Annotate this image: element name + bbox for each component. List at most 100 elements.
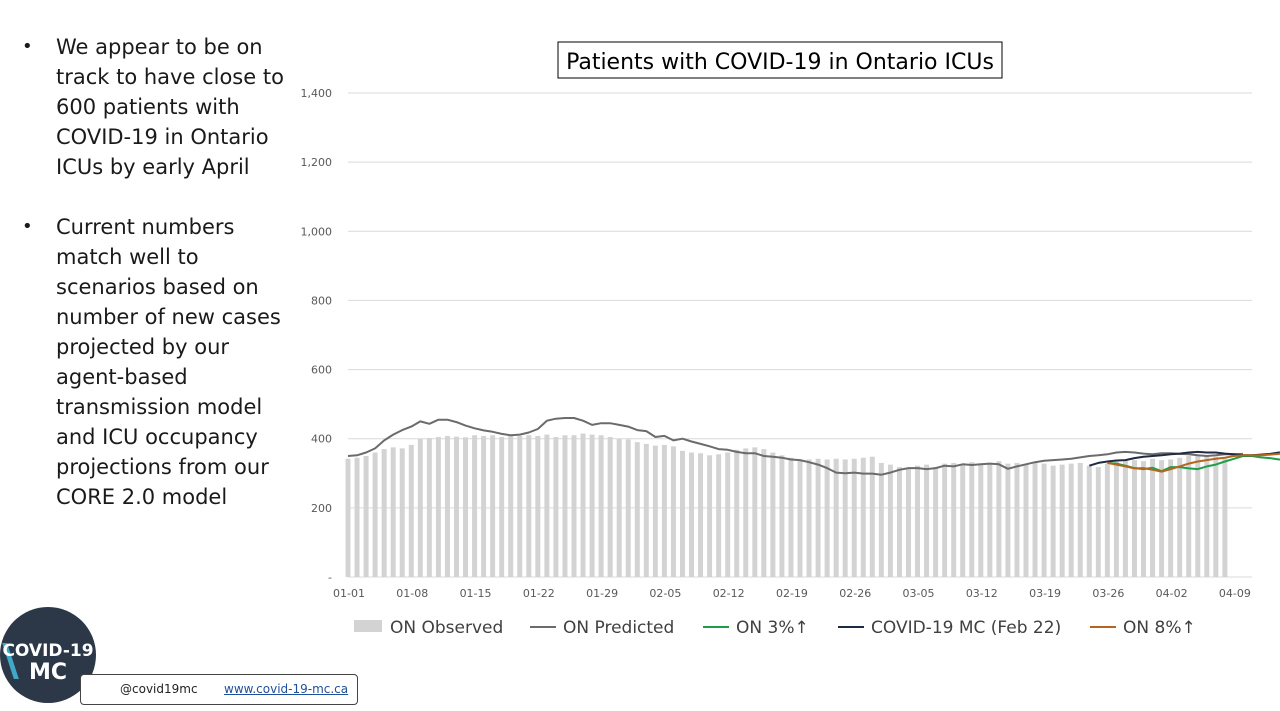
x-tick-label: 03-12 (966, 587, 998, 600)
observed-bar (851, 458, 857, 577)
observed-bar (905, 469, 911, 577)
observed-bar (915, 465, 921, 577)
observed-bar (707, 455, 713, 577)
observed-bar (390, 447, 396, 577)
twitter-handle: @covid19mc (120, 682, 198, 696)
observed-bar (1068, 463, 1074, 577)
observed-bar (1159, 460, 1165, 577)
y-tick-label: 1,200 (301, 156, 333, 169)
observed-bar (806, 459, 812, 577)
observed-bar (878, 462, 884, 577)
observed-bar (860, 457, 866, 577)
observed-bar (788, 457, 794, 577)
observed-bar (978, 463, 984, 577)
observed-bar (743, 448, 749, 577)
observed-bar (643, 443, 649, 577)
y-tick-label: 800 (311, 294, 332, 307)
observed-bar (1014, 462, 1020, 577)
legend-on-8pct-label: ON 8%↑ (1123, 618, 1196, 638)
observed-bar (1095, 467, 1101, 577)
observed-bar (1005, 463, 1011, 577)
observed-bar (1204, 456, 1210, 577)
observed-bar (1050, 465, 1056, 577)
observed-bar (634, 442, 640, 577)
observed-bar (996, 461, 1002, 577)
x-tick-label: 03-19 (1029, 587, 1061, 600)
observed-bar (499, 436, 505, 577)
chart-title-box (557, 41, 1003, 79)
observed-bar (435, 436, 441, 577)
observed-bar (1186, 456, 1192, 577)
observed-bar (580, 433, 586, 577)
observed-bar (951, 462, 957, 577)
observed-bar (399, 448, 405, 577)
observed-bar (652, 445, 658, 577)
observed-bar (1059, 464, 1065, 577)
observed-bar (1177, 457, 1183, 577)
observed-bar (481, 435, 487, 577)
observed-bar (933, 467, 939, 577)
observed-bar (1041, 463, 1047, 577)
on-8pct-line (1107, 452, 1280, 473)
x-tick-label: 01-01 (333, 587, 365, 600)
observed-bar (408, 444, 414, 577)
observed-bar (969, 462, 975, 577)
observed-bar (607, 436, 613, 577)
on-3pct-line (1107, 455, 1280, 473)
observed-bar (1195, 455, 1201, 577)
observed-bar (444, 435, 450, 577)
observed-bar (453, 436, 459, 577)
observed-bar (1222, 457, 1228, 577)
observed-bar (598, 435, 604, 577)
observed-bar (571, 435, 577, 577)
footer-box (80, 674, 358, 705)
observed-bar (689, 452, 695, 577)
observed-bar (698, 453, 704, 577)
observed-bar (670, 446, 676, 577)
observed-bar (761, 449, 767, 577)
y-tick-label: 200 (311, 502, 332, 515)
observed-bar (526, 435, 532, 577)
x-tick-label: 01-22 (523, 587, 555, 600)
observed-bar (797, 460, 803, 577)
observed-bar (490, 435, 496, 577)
observed-bar (734, 449, 740, 577)
logo-line-1: COVID-19 (2, 641, 94, 661)
chart-title: Patients with COVID-19 in Ontario ICUs (566, 50, 994, 75)
observed-bar (589, 434, 595, 577)
bullet-list: • We appear to be on track to have close … (22, 32, 284, 542)
x-tick-label: 02-12 (713, 587, 745, 600)
observed-bar (752, 447, 758, 577)
legend-covid19-mc-label: COVID-19 MC (Feb 22) (871, 618, 1061, 638)
observed-bar (1141, 461, 1147, 577)
bullet-text: We appear to be on track to have close t… (56, 35, 284, 179)
bullet-item: • We appear to be on track to have close … (22, 32, 284, 182)
legend-observed-swatch (354, 620, 382, 632)
logo-line-2: MC (28, 660, 68, 685)
observed-bar (517, 435, 523, 577)
observed-bar (381, 449, 387, 577)
observed-bar (372, 452, 378, 577)
observed-bar (1113, 461, 1119, 577)
observed-bar (1213, 456, 1219, 577)
website-link[interactable]: www.covid-19-mc.ca (224, 682, 349, 696)
observed-bar (869, 456, 875, 577)
bullet-text: Current numbers match well to scenarios … (56, 215, 281, 509)
y-tick-label: 1,000 (301, 225, 333, 238)
observed-bar (833, 458, 839, 577)
observed-bar (463, 437, 469, 577)
observed-bar (1150, 458, 1156, 577)
x-tick-label: 03-26 (1092, 587, 1124, 600)
observed-bar (842, 459, 848, 577)
observed-bar (815, 458, 821, 577)
y-tick-label: 400 (311, 433, 332, 446)
observed-bar (1131, 460, 1137, 577)
observed-bar (1168, 459, 1174, 577)
x-tick-label: 04-02 (1156, 587, 1188, 600)
x-tick-label: 02-26 (839, 587, 871, 600)
observed-bar (417, 438, 423, 577)
x-tick-label: 01-08 (396, 587, 428, 600)
observed-bar (725, 452, 731, 577)
observed-bar (508, 435, 514, 577)
observed-bar (354, 457, 360, 577)
